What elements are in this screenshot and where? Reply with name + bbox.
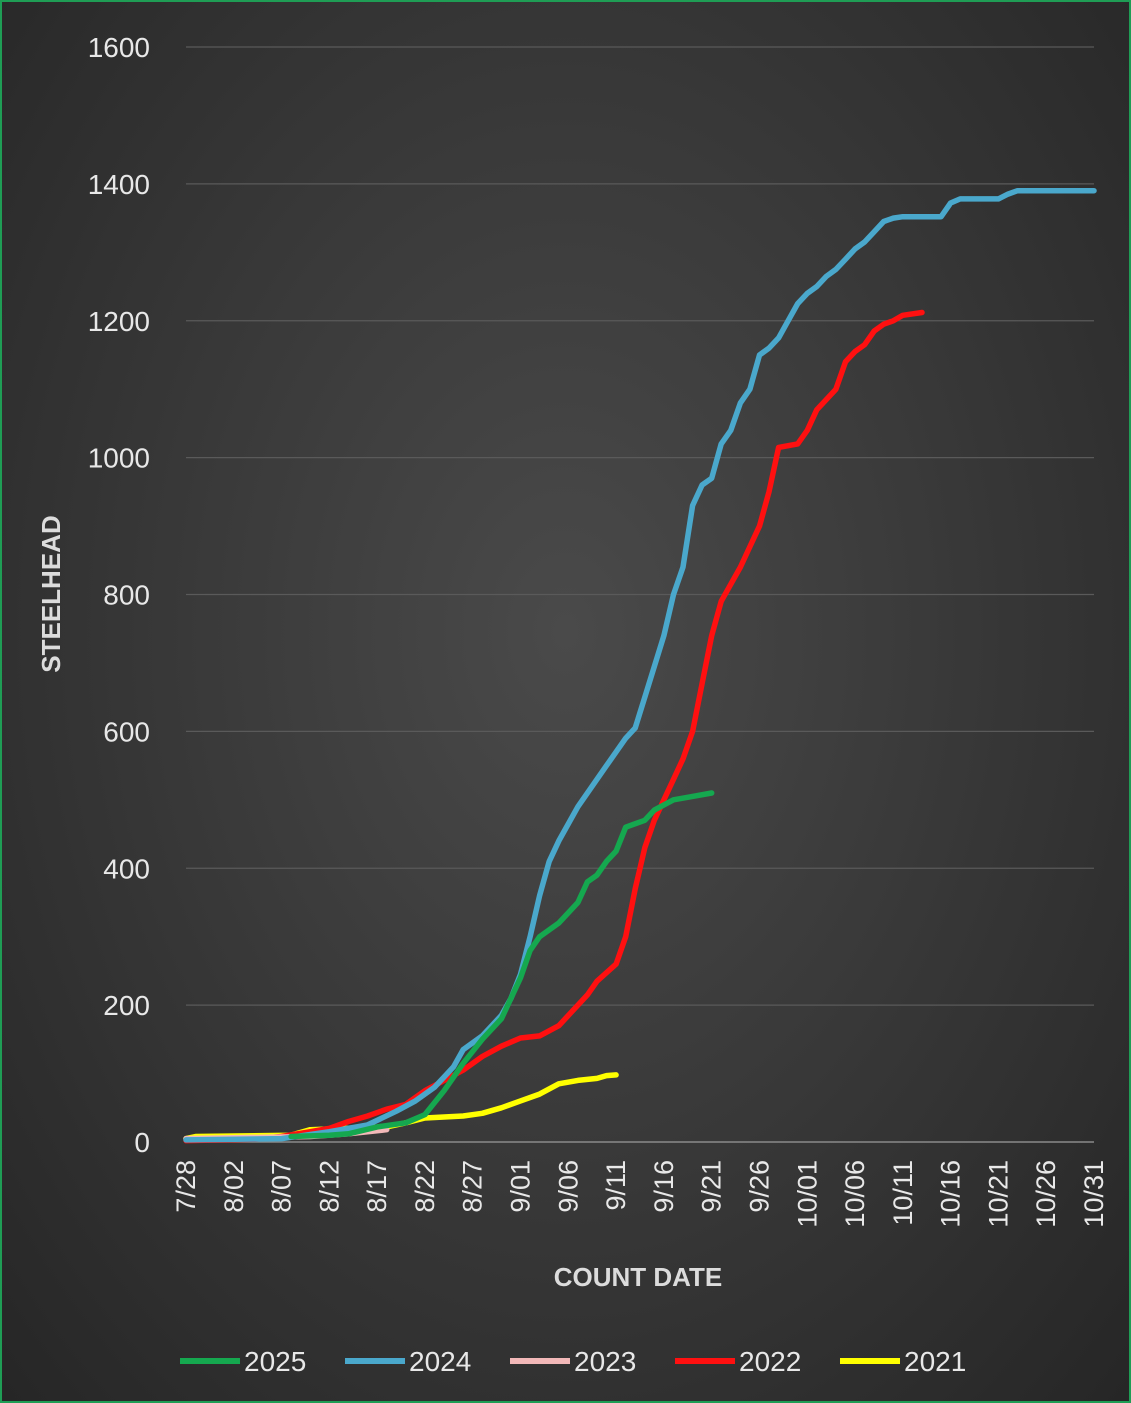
y-tick-label: 600 (103, 716, 150, 747)
y-tick-label: 800 (103, 580, 150, 611)
legend-label-2021: 2021 (904, 1346, 966, 1377)
x-tick-label: 10/11 (888, 1160, 918, 1226)
y-axis-title: STEELHEAD (36, 515, 66, 672)
x-tick-label: 10/26 (1031, 1160, 1061, 1228)
y-tick-label: 200 (103, 990, 150, 1021)
y-tick-label: 1000 (88, 443, 150, 474)
series-line-2024 (183, 187, 1097, 1143)
legend: 2025 2024 2023 2022 2021 (180, 1346, 966, 1377)
x-tick-label: 9/26 (744, 1160, 774, 1213)
x-tick-label: 8/12 (314, 1160, 344, 1213)
x-tick-label: 10/01 (792, 1160, 822, 1228)
x-tick-label: 10/16 (936, 1160, 966, 1228)
x-tick-label: 8/17 (362, 1160, 392, 1213)
x-tick-label: 9/16 (649, 1160, 679, 1213)
legend-label-2024: 2024 (409, 1346, 471, 1377)
x-tick-label: 8/22 (410, 1160, 440, 1213)
y-tick-label: 1600 (88, 32, 150, 63)
x-tick-label: 9/11 (601, 1160, 631, 1211)
x-axis-ticks: 7/28 8/02 8/07 8/12 8/17 8/22 8/27 9/01 9/06 9/11… (171, 1160, 1109, 1228)
series-lines (183, 187, 1097, 1144)
x-axis-title: COUNT DATE (554, 1262, 723, 1292)
x-tick-label: 8/27 (458, 1160, 488, 1213)
gridlines (186, 46, 1094, 1143)
y-tick-label: 1400 (88, 169, 150, 200)
x-tick-label: 9/06 (553, 1160, 583, 1213)
series-line-2025 (288, 790, 715, 1140)
y-tick-label: 400 (103, 853, 150, 884)
x-tick-label: 10/06 (840, 1160, 870, 1228)
y-tick-label: 1200 (88, 306, 150, 337)
legend-label-2023: 2023 (574, 1346, 636, 1377)
x-tick-label: 8/07 (267, 1160, 297, 1213)
x-tick-label: 8/02 (219, 1160, 249, 1213)
x-tick-label: 10/31 (1079, 1160, 1109, 1228)
legend-label-2022: 2022 (739, 1346, 801, 1377)
x-tick-label: 10/21 (983, 1160, 1013, 1228)
y-axis-ticks: 0 200 400 600 800 1000 1200 1400 1600 (88, 32, 150, 1158)
legend-label-2025: 2025 (244, 1346, 306, 1377)
x-tick-label: 7/28 (171, 1160, 201, 1213)
x-tick-label: 9/21 (697, 1160, 727, 1213)
y-tick-label: 0 (134, 1127, 150, 1158)
series-line-2022 (183, 309, 925, 1144)
x-tick-label: 9/01 (506, 1160, 536, 1213)
